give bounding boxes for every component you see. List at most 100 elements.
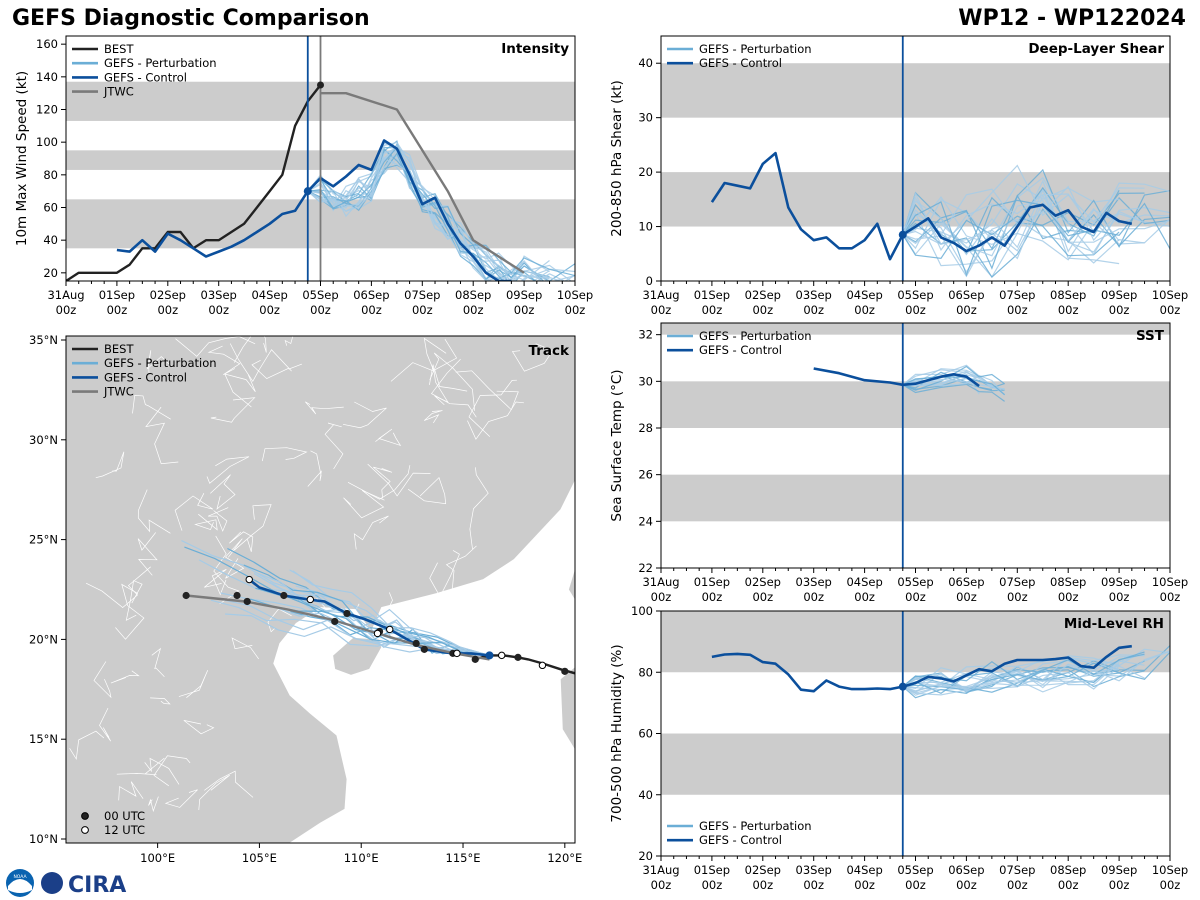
x-tick-label: 09Sep: [506, 288, 542, 302]
sst-panel: 31Aug00z01Sep00z02Sep00z03Sep00z04Sep00z…: [609, 322, 1188, 604]
x-tick-label: 00z: [1160, 303, 1181, 317]
x-tick-label: 01Sep: [694, 575, 730, 589]
shear-panel: 31Aug00z01Sep00z02Sep00z03Sep00z04Sep00z…: [609, 35, 1188, 317]
best-00z-point: [343, 609, 351, 618]
perturbation-member-line: [902, 650, 1170, 696]
border-line: [210, 474, 236, 510]
border-line: [132, 395, 171, 420]
perturbation-member-line: [902, 168, 1170, 250]
x-tick-label: 31Aug: [642, 863, 679, 877]
y-axis-label: 700-500 hPa Humidity (%): [609, 644, 625, 822]
x-tick-label: 00z: [905, 303, 926, 317]
x-tick-label: 01Sep: [694, 863, 730, 877]
x-tick-label: 07Sep: [404, 288, 440, 302]
border-line: [375, 428, 402, 447]
border-line: [233, 504, 272, 551]
border-line: [307, 450, 322, 487]
y-axis-label: 200-850 hPa Shear (kt): [609, 80, 625, 237]
x-tick-label: 00z: [107, 303, 128, 317]
legend-label: GEFS - Control: [104, 70, 187, 84]
sst-plot-area: [661, 323, 1170, 522]
perturbation-member-line: [902, 164, 1145, 246]
border-line: [144, 757, 180, 785]
perturbation-member-line: [902, 176, 1170, 250]
y-tick-label: 80: [43, 168, 58, 182]
border-line: [146, 350, 173, 374]
x-tick-label: 00z: [854, 878, 875, 892]
best-12z-point: [538, 661, 547, 670]
y-tick-label: 30: [638, 111, 653, 125]
cira-globe-icon: [41, 872, 63, 894]
x-tick-label: 03Sep: [796, 288, 832, 302]
y-tick-label: 10°N: [29, 832, 58, 846]
y-tick-label: 24: [638, 514, 653, 528]
x-tick-label: 115°E: [446, 851, 481, 865]
jtwc-series-line: [320, 91, 525, 274]
border-line: [367, 463, 431, 497]
x-tick-label: 00z: [1109, 878, 1130, 892]
border-line: [174, 493, 214, 531]
border-line: [466, 581, 522, 605]
x-tick-label: 08Sep: [455, 288, 491, 302]
perturbation-member-line: [902, 196, 1170, 256]
border-line: [204, 770, 254, 798]
perturbation-member-line: [902, 182, 1170, 252]
x-tick-label: 00z: [651, 590, 672, 604]
border-line: [343, 489, 385, 519]
noaa-logo-text: NOAA: [13, 874, 27, 880]
legend-label: BEST: [104, 342, 134, 356]
noaa-wave-icon: [8, 879, 32, 893]
x-tick-label: 00z: [651, 303, 672, 317]
best-marker: [317, 81, 324, 89]
best-00z-point: [420, 645, 428, 653]
x-tick-label: 05Sep: [897, 288, 933, 302]
x-tick-label: 120°E: [547, 851, 582, 865]
border-line: [93, 661, 112, 699]
best-12z-point: [498, 651, 506, 660]
control-init-marker: [485, 651, 494, 660]
border-line: [233, 336, 267, 363]
panel-title: Deep-Layer Shear: [1028, 41, 1164, 57]
y-tick-label: 40: [638, 56, 653, 70]
y-tick-label: 40: [638, 788, 653, 802]
x-tick-label: 00z: [956, 878, 977, 892]
legend-label: BEST: [104, 42, 134, 56]
x-tick-label: 09Sep: [1101, 575, 1137, 589]
legend-label: GEFS - Perturbation: [699, 819, 812, 833]
x-tick-label: 100°E: [140, 851, 175, 865]
best-12z-point: [386, 625, 394, 634]
x-tick-label: 02Sep: [745, 863, 781, 877]
x-tick-label: 00z: [1058, 303, 1079, 317]
x-tick-label: 00z: [956, 303, 977, 317]
border-line: [210, 397, 256, 423]
border-line: [207, 345, 241, 376]
x-tick-label: 05Sep: [302, 288, 338, 302]
legend-label: GEFS - Perturbation: [104, 56, 217, 70]
panel-title: Intensity: [501, 41, 569, 57]
x-tick-label: 31Aug: [47, 288, 84, 302]
x-tick-label: 04Sep: [251, 288, 287, 302]
x-tick-label: 00z: [1007, 878, 1028, 892]
hainan-island: [332, 636, 383, 676]
rh-plot-area: [661, 611, 1170, 795]
x-tick-label: 00z: [956, 590, 977, 604]
x-tick-label: 00z: [412, 303, 433, 317]
x-tick-label: 04Sep: [846, 575, 882, 589]
cira-logo-text: CIRA: [68, 873, 126, 898]
x-tick-label: 00z: [651, 878, 672, 892]
x-tick-label: 05Sep: [897, 575, 933, 589]
perturbation-member-line: [307, 149, 575, 281]
perturbation-member-line: [902, 188, 1120, 256]
best-00z-point: [182, 591, 190, 600]
shaded-band: [661, 474, 1170, 522]
jtwc-track-line: [185, 594, 490, 661]
best-00z-point: [471, 655, 479, 663]
border-line: [145, 406, 179, 465]
best-12z-point: [373, 629, 382, 638]
intensity-panel: 31Aug00z01Sep00z02Sep00z03Sep00z04Sep00z…: [14, 35, 593, 317]
y-tick-label: 40: [43, 233, 58, 247]
control-series-line: [813, 367, 980, 388]
perturbation-track: [210, 599, 490, 656]
y-tick-label: 20: [638, 165, 653, 179]
border-line: [373, 466, 393, 499]
